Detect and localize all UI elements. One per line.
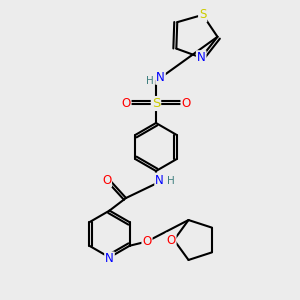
Text: N: N bbox=[105, 252, 114, 266]
Text: S: S bbox=[199, 8, 206, 21]
Text: H: H bbox=[146, 76, 153, 86]
Text: N: N bbox=[155, 173, 164, 187]
Text: O: O bbox=[167, 233, 176, 247]
Text: O: O bbox=[182, 97, 190, 110]
Text: S: S bbox=[152, 97, 160, 110]
Text: O: O bbox=[102, 173, 111, 187]
Text: N: N bbox=[156, 71, 165, 84]
Text: O: O bbox=[122, 97, 130, 110]
Text: H: H bbox=[167, 176, 174, 186]
Text: O: O bbox=[142, 235, 152, 248]
Text: N: N bbox=[197, 51, 206, 64]
